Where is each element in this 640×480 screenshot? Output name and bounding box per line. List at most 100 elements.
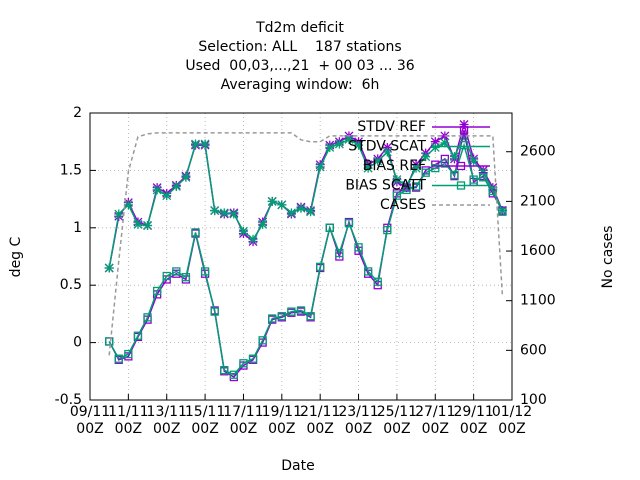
point xyxy=(459,140,469,150)
point xyxy=(143,313,152,322)
point xyxy=(181,273,191,282)
point xyxy=(229,209,239,219)
x-tick-label: 21/11 00Z xyxy=(299,404,341,437)
y-tick-label: -0.5 xyxy=(55,392,82,408)
point xyxy=(421,152,431,162)
y-tick-label: 1.5 xyxy=(60,162,82,178)
point xyxy=(382,147,392,157)
x-tick-label: 01/12 00Z xyxy=(491,404,533,437)
point xyxy=(286,208,296,218)
point xyxy=(277,200,287,210)
point xyxy=(440,138,450,148)
point xyxy=(181,172,191,182)
x-tick-label: 15/11 00Z xyxy=(184,404,226,437)
x-tick-label: 09/11 00Z xyxy=(69,404,111,437)
point xyxy=(431,163,440,173)
point xyxy=(104,263,114,273)
x-tick-label: 17/11 00Z xyxy=(223,404,264,437)
point xyxy=(238,226,248,236)
point xyxy=(363,163,373,173)
legend-label: BIAS SCATT xyxy=(345,178,426,194)
point xyxy=(459,131,469,141)
y2-axis-label: No cases xyxy=(600,226,616,289)
legend-label: STDV REF xyxy=(357,119,426,135)
point xyxy=(334,139,344,149)
point xyxy=(402,185,411,195)
point xyxy=(335,248,344,258)
point xyxy=(210,206,220,216)
point xyxy=(258,336,267,345)
point xyxy=(449,152,459,162)
point xyxy=(325,223,334,232)
point xyxy=(479,173,488,182)
point xyxy=(267,196,277,206)
y-tick-label: 0 xyxy=(73,335,82,351)
point xyxy=(373,277,382,286)
point xyxy=(268,314,277,323)
point xyxy=(392,175,402,185)
point xyxy=(469,156,479,166)
y-tick-label: 0.5 xyxy=(60,277,82,293)
point xyxy=(191,139,200,149)
point xyxy=(459,119,469,129)
point xyxy=(392,191,402,200)
point xyxy=(325,142,335,152)
point xyxy=(210,307,219,316)
point xyxy=(344,134,354,144)
x-tick-label: 25/11 00Z xyxy=(376,404,418,437)
point xyxy=(152,286,162,296)
point xyxy=(498,207,507,216)
point xyxy=(363,267,373,276)
point xyxy=(421,168,430,177)
legend-marker xyxy=(456,181,466,190)
point xyxy=(124,349,133,359)
y-tick-label: 1 xyxy=(73,220,82,236)
point xyxy=(469,175,478,184)
point xyxy=(105,337,114,346)
point xyxy=(354,243,363,252)
point xyxy=(316,262,325,271)
point xyxy=(344,219,354,228)
point xyxy=(287,307,296,316)
y-tick-label: 2 xyxy=(73,105,82,121)
y2-tick-label: 1600 xyxy=(520,243,556,259)
y-axis-label: deg C xyxy=(8,236,24,277)
point xyxy=(200,139,210,149)
legend-label: CASES xyxy=(380,197,426,213)
point xyxy=(411,163,421,173)
x-axis-label: Date xyxy=(281,458,314,474)
x-tick-label: 23/11 00Z xyxy=(338,404,379,437)
point xyxy=(440,154,450,164)
x-tick-label: 27/11 00Z xyxy=(415,404,456,437)
y2-tick-label: 600 xyxy=(520,342,547,358)
point xyxy=(488,186,497,196)
point xyxy=(258,219,268,229)
y2-tick-label: 2600 xyxy=(520,144,556,160)
legend-label: STDV SCAT xyxy=(348,139,426,155)
point xyxy=(123,200,133,210)
point xyxy=(162,191,172,201)
subtitle: Selection: ALL 187 stations xyxy=(198,39,401,55)
y2-tick-label: 100 xyxy=(520,392,547,408)
x-tick-label: 11/11 00Z xyxy=(108,404,149,437)
point xyxy=(296,203,306,213)
point xyxy=(114,209,124,219)
point xyxy=(191,228,200,237)
legend-marker xyxy=(456,161,466,171)
point xyxy=(248,354,258,363)
point xyxy=(430,142,440,152)
point xyxy=(239,359,248,368)
y2-tick-label: 1100 xyxy=(520,293,556,309)
point xyxy=(219,208,229,218)
x-tick-label: 29/11 00Z xyxy=(453,404,494,437)
y2-tick-label: 2100 xyxy=(520,193,556,209)
point xyxy=(450,170,459,180)
point xyxy=(440,159,450,168)
point xyxy=(162,271,171,281)
point xyxy=(220,366,229,375)
point xyxy=(171,181,181,191)
point xyxy=(306,207,316,217)
point xyxy=(306,312,315,321)
point xyxy=(229,370,239,379)
